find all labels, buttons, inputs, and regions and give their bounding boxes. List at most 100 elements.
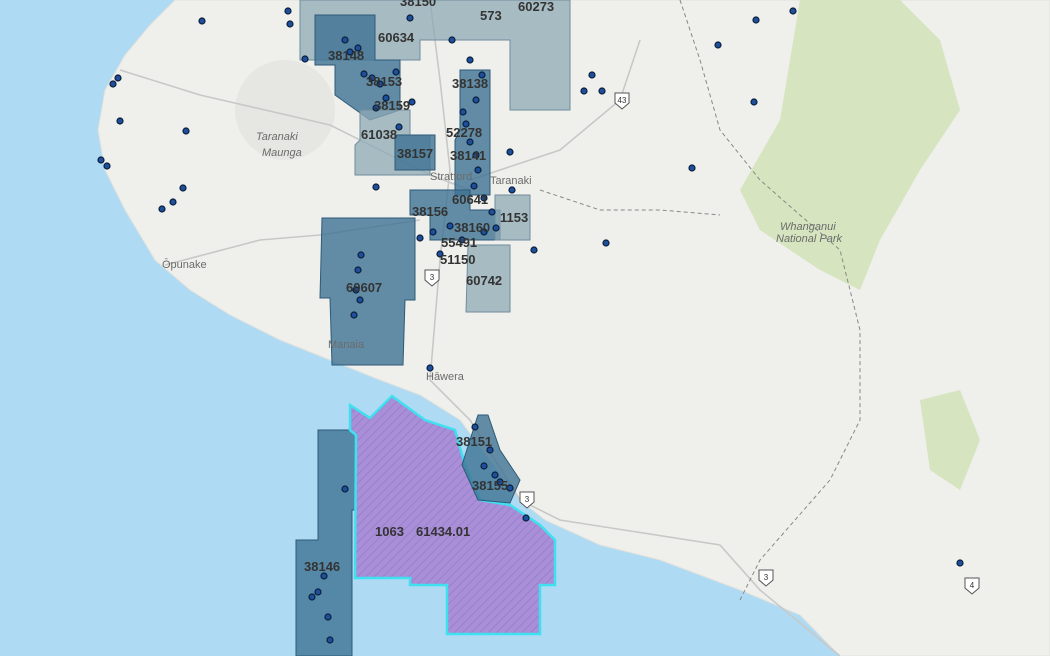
well-point[interactable] — [602, 239, 610, 247]
place-label: Stratford — [430, 171, 472, 183]
well-point[interactable] — [480, 462, 488, 470]
well-point[interactable] — [446, 222, 454, 230]
well-point[interactable] — [376, 80, 384, 88]
well-point[interactable] — [480, 228, 488, 236]
well-point[interactable] — [496, 478, 504, 486]
well-point[interactable] — [314, 588, 322, 596]
well-point[interactable] — [352, 286, 360, 294]
permit-label: 38155 — [472, 478, 508, 493]
well-point[interactable] — [284, 7, 292, 15]
well-point[interactable] — [448, 36, 456, 44]
well-point[interactable] — [286, 20, 294, 28]
permit-label: 38146 — [304, 559, 340, 574]
well-point[interactable] — [341, 485, 349, 493]
permit-label: 60641 — [452, 192, 488, 207]
well-point[interactable] — [346, 48, 354, 56]
well-point[interactable] — [436, 250, 444, 258]
well-point[interactable] — [506, 148, 514, 156]
well-point[interactable] — [492, 224, 500, 232]
well-point[interactable] — [472, 151, 480, 159]
well-point[interactable] — [109, 80, 117, 88]
well-point[interactable] — [169, 198, 177, 206]
well-point[interactable] — [458, 236, 466, 244]
well-point[interactable] — [406, 14, 414, 22]
well-point[interactable] — [198, 17, 206, 25]
well-point[interactable] — [158, 205, 166, 213]
well-point[interactable] — [320, 572, 328, 580]
permit-label: 38138 — [452, 76, 488, 91]
permit-label: 38153 — [366, 74, 402, 89]
well-point[interactable] — [408, 98, 416, 106]
well-point[interactable] — [486, 446, 494, 454]
road-shield-label: 4 — [970, 581, 975, 590]
well-point[interactable] — [752, 16, 760, 24]
well-point[interactable] — [360, 70, 368, 78]
well-point[interactable] — [472, 96, 480, 104]
well-point[interactable] — [179, 184, 187, 192]
well-point[interactable] — [491, 471, 499, 479]
well-point[interactable] — [182, 127, 190, 135]
well-point[interactable] — [341, 36, 349, 44]
well-point[interactable] — [508, 186, 516, 194]
well-point[interactable] — [395, 123, 403, 131]
road-shield: 43 — [614, 92, 630, 110]
well-point[interactable] — [598, 87, 606, 95]
place-label: Maunga — [262, 147, 302, 159]
well-point[interactable] — [956, 559, 964, 567]
well-point[interactable] — [326, 636, 334, 644]
well-point[interactable] — [588, 71, 596, 79]
well-point[interactable] — [103, 162, 111, 170]
well-point[interactable] — [480, 194, 488, 202]
well-point[interactable] — [459, 108, 467, 116]
well-point[interactable] — [354, 44, 362, 52]
well-point[interactable] — [368, 74, 376, 82]
well-point[interactable] — [392, 68, 400, 76]
well-point[interactable] — [474, 166, 482, 174]
permit-label: 60742 — [466, 273, 502, 288]
well-point[interactable] — [426, 364, 434, 372]
well-point[interactable] — [308, 593, 316, 601]
well-point[interactable] — [714, 41, 722, 49]
permit-label: 52278 — [446, 125, 482, 140]
road-shield: 3 — [519, 491, 535, 509]
well-point[interactable] — [478, 71, 486, 79]
well-point[interactable] — [522, 514, 530, 522]
permit-label: 55491 — [441, 235, 477, 250]
well-point[interactable] — [356, 296, 364, 304]
well-point[interactable] — [580, 87, 588, 95]
permit-label: 38151 — [456, 434, 492, 449]
well-point[interactable] — [530, 246, 538, 254]
well-point[interactable] — [301, 55, 309, 63]
well-point[interactable] — [466, 138, 474, 146]
well-point[interactable] — [114, 74, 122, 82]
well-point[interactable] — [97, 156, 105, 164]
place-label: Taranaki — [256, 131, 298, 143]
permit-label: 38156 — [412, 204, 448, 219]
well-point[interactable] — [429, 228, 437, 236]
well-point[interactable] — [506, 484, 514, 492]
place-label: Ōpunake — [162, 259, 207, 271]
well-point[interactable] — [471, 423, 479, 431]
well-point[interactable] — [372, 183, 380, 191]
well-point[interactable] — [324, 613, 332, 621]
well-point[interactable] — [470, 182, 478, 190]
well-point[interactable] — [372, 104, 380, 112]
well-point[interactable] — [354, 266, 362, 274]
well-point[interactable] — [466, 56, 474, 64]
well-point[interactable] — [357, 251, 365, 259]
well-point[interactable] — [416, 234, 424, 242]
well-point[interactable] — [488, 208, 496, 216]
permit-label: 38148 — [328, 48, 364, 63]
well-point[interactable] — [688, 164, 696, 172]
well-point[interactable] — [750, 98, 758, 106]
well-point[interactable] — [462, 120, 470, 128]
selected-permit[interactable] — [348, 394, 557, 636]
well-point[interactable] — [789, 7, 797, 15]
place-label: Hāwera — [426, 371, 465, 383]
well-point[interactable] — [350, 311, 358, 319]
well-point[interactable] — [382, 94, 390, 102]
park — [740, 0, 960, 290]
permit-label: 60607 — [346, 280, 382, 295]
well-point[interactable] — [116, 117, 124, 125]
